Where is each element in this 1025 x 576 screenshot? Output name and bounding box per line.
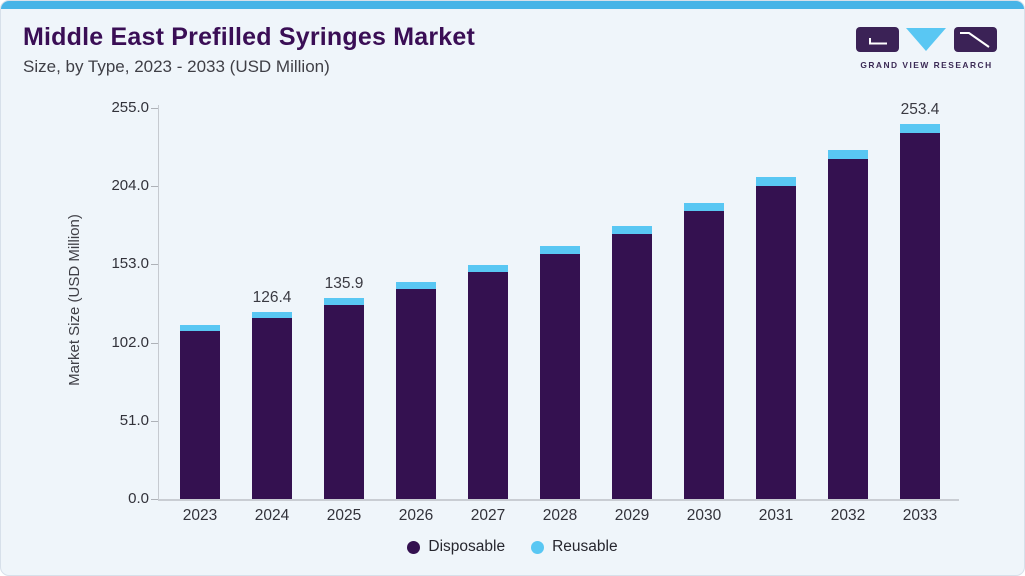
accent-stripe — [1, 1, 1024, 9]
bar-segment-disposable[interactable] — [612, 234, 652, 499]
bar-value-label: 126.4 — [252, 289, 292, 306]
y-axis-tick-label: 153.0 — [111, 255, 149, 273]
bar-segment-reusable[interactable] — [900, 124, 940, 133]
chart-title: Middle East Prefilled Syringes Market — [23, 23, 475, 51]
x-axis-tick-label: 2033 — [902, 507, 938, 524]
grand-view-research-logo-icon: GRAND VIEW RESEARCH — [856, 27, 997, 70]
bar-segment-reusable[interactable] — [468, 265, 508, 272]
y-axis-tick-label: 102.0 — [111, 333, 149, 351]
stacked-bar-2023[interactable] — [180, 325, 220, 499]
x-axis-tick-label: 2023 — [182, 507, 218, 524]
stacked-bar-2027[interactable] — [468, 265, 508, 499]
x-axis-tick-label: 2028 — [542, 507, 578, 524]
y-axis-tick-mark — [151, 108, 158, 109]
bar-segment-disposable[interactable] — [468, 272, 508, 499]
stacked-bar-2026[interactable] — [396, 282, 436, 499]
x-axis-tick-label: 2032 — [830, 507, 866, 524]
x-axis-tick-label: 2025 — [326, 507, 362, 524]
bar-segment-reusable[interactable] — [828, 150, 868, 159]
logo-g-block — [856, 27, 899, 52]
legend-item-reusable[interactable]: Reusable — [531, 538, 618, 556]
bar-segment-reusable[interactable] — [756, 177, 796, 186]
bar-segment-reusable[interactable] — [540, 246, 580, 254]
x-axis-tick-label: 2029 — [614, 507, 650, 524]
stacked-bar-2030[interactable] — [684, 203, 724, 499]
legend-swatch-icon — [407, 540, 421, 554]
x-axis-tick-label: 2030 — [686, 507, 722, 524]
x-axis-tick-label: 2024 — [254, 507, 290, 524]
y-axis-tick-label: 204.0 — [111, 177, 149, 195]
bar-segment-disposable[interactable] — [396, 289, 436, 499]
bar-segment-reusable[interactable] — [612, 226, 652, 234]
stacked-bar-2028[interactable] — [540, 246, 580, 499]
y-axis-title: Market Size (USD Million) — [66, 214, 83, 386]
legend-label: Disposable — [428, 538, 506, 555]
bar-segment-reusable[interactable] — [180, 325, 220, 331]
bar-segment-disposable[interactable] — [684, 211, 724, 499]
bar-segment-reusable[interactable] — [396, 282, 436, 289]
title-block: Middle East Prefilled Syringes Market Si… — [23, 23, 475, 77]
stacked-bar-2024[interactable] — [252, 312, 292, 499]
y-axis-tick-mark — [151, 420, 158, 422]
stacked-bar-2031[interactable] — [756, 177, 796, 499]
bar-segment-disposable[interactable] — [252, 318, 292, 499]
bar-value-label: 135.9 — [324, 275, 364, 292]
bar-segment-disposable[interactable] — [828, 159, 868, 499]
x-axis-line — [158, 499, 959, 501]
chart-subtitle: Size, by Type, 2023 - 2033 (USD Million) — [23, 57, 330, 76]
bar-segment-disposable[interactable] — [540, 254, 580, 499]
y-axis-tick-label: 51.0 — [119, 411, 149, 429]
logo-wordmark: GRAND VIEW RESEARCH — [860, 60, 992, 70]
stacked-bar-2032[interactable] — [828, 150, 868, 499]
bar-segment-disposable[interactable] — [900, 133, 940, 499]
y-axis-tick-mark — [151, 342, 158, 344]
bar-segment-reusable[interactable] — [252, 312, 292, 318]
bar-segment-disposable[interactable] — [756, 186, 796, 499]
legend-label: Reusable — [552, 538, 618, 555]
stacked-bar-2033[interactable] — [900, 124, 940, 499]
bar-segment-reusable[interactable] — [684, 203, 724, 211]
legend-swatch-icon — [531, 540, 545, 554]
x-axis-tick-label: 2027 — [470, 507, 506, 524]
y-axis-tick-mark — [151, 499, 158, 500]
x-axis-tick-label: 2031 — [758, 507, 794, 524]
bar-segment-disposable[interactable] — [180, 331, 220, 499]
stacked-bar-2025[interactable] — [324, 298, 364, 499]
chart-legend: Disposable Reusable — [1, 538, 1024, 556]
logo-v-triangle-icon — [906, 28, 946, 51]
stacked-bar-2029[interactable] — [612, 226, 652, 499]
logo-g-mark — [869, 38, 887, 45]
y-axis-tick-mark — [151, 186, 158, 188]
y-axis-tick-mark — [151, 264, 158, 266]
bar-value-label: 253.4 — [900, 101, 940, 118]
x-axis-tick-label: 2026 — [398, 507, 434, 524]
y-axis-tick-label: 255.0 — [111, 99, 149, 116]
y-axis-line — [158, 105, 159, 499]
legend-item-disposable[interactable]: Disposable — [407, 538, 505, 556]
bar-segment-disposable[interactable] — [324, 305, 364, 499]
logo-r-mark — [960, 32, 990, 48]
bar-segment-reusable[interactable] — [324, 298, 364, 305]
y-axis-tick-label: 0.0 — [128, 490, 149, 507]
